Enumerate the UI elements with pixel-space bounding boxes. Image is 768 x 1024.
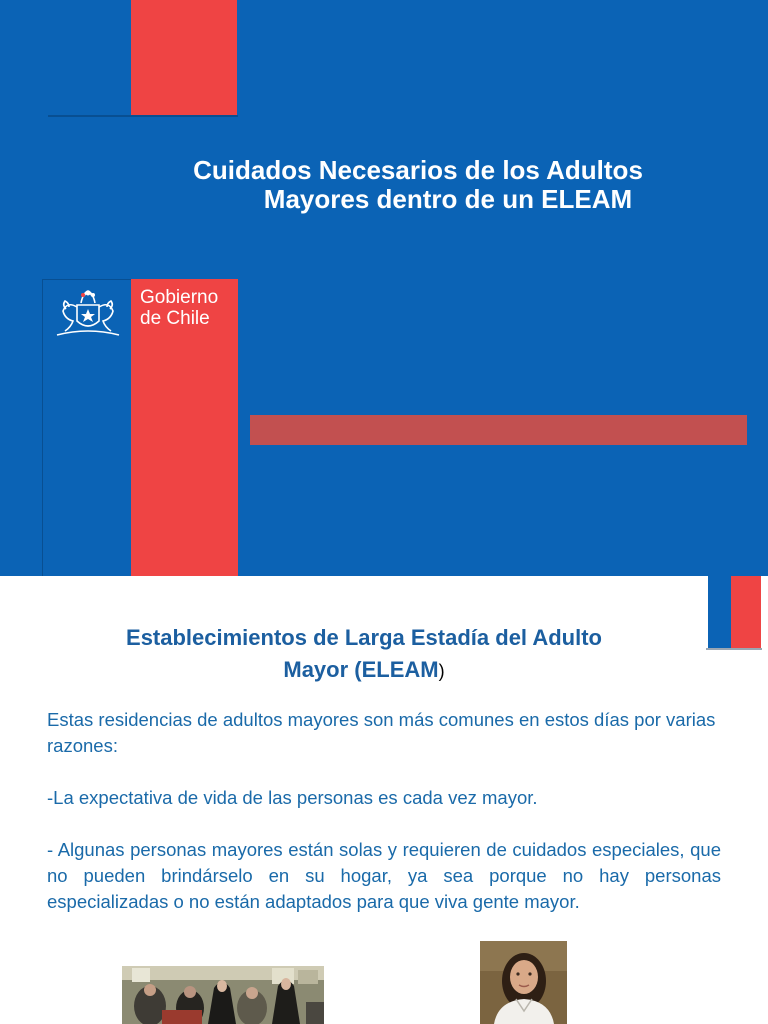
photo-caregiver (480, 941, 567, 1024)
corner-line (706, 648, 762, 650)
corner-red-stripe (731, 576, 761, 648)
heading-paren: ) (438, 661, 445, 681)
paragraph-reason-1: -La expectativa de vida de las personas … (47, 787, 538, 808)
logo-text-line2: de Chile (140, 308, 210, 329)
paragraph-intro: Estas residencias de adultos mayores son… (47, 709, 716, 756)
gobierno-de-chile-logo: Gobierno de Chile (140, 287, 218, 329)
content-slide: Establecimientos de Larga Estadía del Ad… (0, 576, 768, 1024)
paragraph-reason-2: - Algunas personas mayores están solas y… (47, 839, 721, 912)
red-horizontal-bar (250, 415, 747, 445)
red-accent-panel (131, 279, 238, 576)
corner-blue-stripe (708, 576, 731, 648)
slide-title-line2: Mayores dentro de un ELEAM (263, 184, 633, 214)
heading-line2: Mayor (ELEAM (283, 657, 439, 682)
section-heading: Establecimientos de Larga Estadía del Ad… (60, 622, 668, 687)
red-accent-top (131, 0, 237, 115)
coat-of-arms-icon (56, 290, 120, 336)
title-slide: Cuidados Necesarios de los Adultos Mayor… (0, 0, 768, 576)
logo-text-line1: Gobierno (140, 287, 219, 308)
slide-title: Cuidados Necesarios de los Adultos Mayor… (110, 156, 726, 214)
accent-line (48, 115, 238, 117)
heading-line1: Establecimientos de Larga Estadía del Ad… (126, 625, 602, 650)
body-text: Estas residencias de adultos mayores son… (47, 707, 721, 915)
slide-title-line1: Cuidados Necesarios de los Adultos (193, 155, 643, 185)
photo-elderly-group (122, 966, 324, 1024)
